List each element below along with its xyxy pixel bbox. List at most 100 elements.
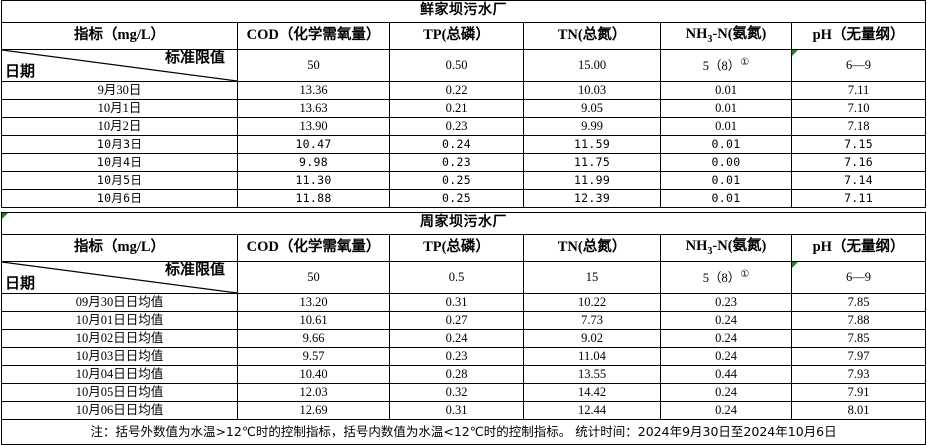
cell-tp: 0.24 xyxy=(389,135,524,154)
limit-ph-value: 6—9 xyxy=(846,57,872,72)
cell-nh3n: 0.23 xyxy=(660,293,792,312)
table-1-header-row: 指标（mg/L） COD（化学需氧量） TP(总磷） TN(总氮） NH3-N(… xyxy=(1,22,927,50)
limit-nh3n: 5（8）① xyxy=(660,261,792,294)
cell-date: 10月1日 xyxy=(1,99,238,118)
column-header-nh3n: NH3-N(氨氮) xyxy=(660,234,792,262)
cell-ph: 7.85 xyxy=(790,329,927,348)
cell-ph: 7.15 xyxy=(790,135,927,154)
cell-tn: 11.04 xyxy=(523,347,661,366)
nh3n-prefix: NH xyxy=(685,237,708,254)
limit-tn: 15 xyxy=(523,261,661,294)
cell-cod: 9.98 xyxy=(237,153,390,172)
table-2-standard-limit-row: 日期 标准限值 50 0.5 15 5（8）① 6—9 xyxy=(1,261,927,294)
cell-cod: 13.36 xyxy=(237,81,390,100)
cell-tp: 0.21 xyxy=(389,99,524,118)
table-row: 10月01日日均值 10.61 0.27 7.73 0.24 7.88 xyxy=(1,311,927,330)
cell-comment-marker-icon xyxy=(792,262,798,268)
diagonal-divider-icon xyxy=(2,262,237,293)
cell-tn: 9.02 xyxy=(523,329,661,348)
cell-tp: 0.28 xyxy=(389,365,524,384)
nh3n-subscript: 3 xyxy=(707,245,713,257)
cell-nh3n: 0.24 xyxy=(660,311,792,330)
cell-date: 10月01日日均值 xyxy=(1,311,238,330)
cell-cod: 13.20 xyxy=(237,293,390,312)
cell-date: 10月03日日均值 xyxy=(1,347,238,366)
cell-date: 9月30日 xyxy=(1,81,238,100)
cell-nh3n: 0.24 xyxy=(660,401,792,420)
cell-nh3n: 0.44 xyxy=(660,365,792,384)
cell-cod: 11.30 xyxy=(237,171,390,190)
diagonal-split-cell: 日期 标准限值 xyxy=(2,50,237,81)
limit-cod: 50 xyxy=(237,261,390,294)
table-row: 10月06日日均值 12.69 0.31 12.44 0.24 8.01 xyxy=(1,401,927,420)
footnote-text: 注：括号外数值为水温>12℃时的控制指标，括号内数值为水温<12℃时的控制指标。… xyxy=(0,419,927,445)
table-row: 10月03日日均值 9.57 0.23 11.04 0.24 7.97 xyxy=(1,347,927,366)
corner-label-date: 日期 xyxy=(5,276,36,292)
corner-header-cell: 日期 标准限值 xyxy=(1,49,238,82)
nh3n-prefix: NH xyxy=(685,25,708,42)
cell-ph: 7.93 xyxy=(790,365,927,384)
cell-tp: 0.22 xyxy=(389,81,524,100)
column-header-tp: TP(总磷） xyxy=(389,22,524,50)
cell-cod: 10.61 xyxy=(237,311,390,330)
limit-ph-value: 6—9 xyxy=(846,269,872,284)
cell-cod: 13.90 xyxy=(237,117,390,136)
wastewater-plant-table-2: 周家坝污水厂 指标（mg/L） COD（化学需氧量） TP(总磷） TN(总氮）… xyxy=(0,212,927,445)
limit-tn: 15.00 xyxy=(523,49,661,82)
cell-ph: 8.01 xyxy=(790,401,927,420)
diagonal-split-cell: 日期 标准限值 xyxy=(2,262,237,293)
cell-date: 10月5日 xyxy=(1,171,238,190)
column-header-cod: COD（化学需氧量） xyxy=(237,22,390,50)
cell-tp: 0.23 xyxy=(389,347,524,366)
nh3n-subscript: 3 xyxy=(707,33,713,45)
cell-nh3n: 0.01 xyxy=(660,189,792,208)
cell-date: 10月2日 xyxy=(1,117,238,136)
cell-tn: 9.05 xyxy=(523,99,661,118)
table-separator xyxy=(0,208,927,212)
nh3n-suffix: -N(氨氮) xyxy=(712,25,767,42)
cell-nh3n: 0.01 xyxy=(660,81,792,100)
cell-nh3n: 0.24 xyxy=(660,347,792,366)
cell-cod: 10.47 xyxy=(237,135,390,154)
cell-ph: 7.10 xyxy=(790,99,927,118)
limit-tp: 0.50 xyxy=(389,49,524,82)
cell-tp: 0.23 xyxy=(389,153,524,172)
cell-tp: 0.32 xyxy=(389,383,524,402)
limit-nh3n-value: 5（8） xyxy=(702,271,741,286)
cell-cod: 12.69 xyxy=(237,401,390,420)
cell-tp: 0.23 xyxy=(389,117,524,136)
cell-tp: 0.25 xyxy=(389,189,524,208)
cell-date: 09月30日日均值 xyxy=(1,293,238,312)
column-header-indicator: 指标（mg/L） xyxy=(1,22,238,50)
table-row: 9月30日 13.36 0.22 10.03 0.01 7.11 xyxy=(1,81,927,100)
cell-tp: 0.25 xyxy=(389,171,524,190)
cell-tn: 9.99 xyxy=(523,117,661,136)
cell-date: 10月4日 xyxy=(1,153,238,172)
cell-tn: 10.03 xyxy=(523,81,661,100)
cell-nh3n: 0.01 xyxy=(660,171,792,190)
cell-cod: 9.57 xyxy=(237,347,390,366)
table-2-title-text: 周家坝污水厂 xyxy=(420,215,508,231)
cell-date: 10月3日 xyxy=(1,135,238,154)
table-row: 10月4日 9.98 0.23 11.75 0.00 7.16 xyxy=(1,153,927,172)
footnote-marker: ① xyxy=(740,268,750,280)
footnote-marker: ① xyxy=(740,56,750,68)
cell-nh3n: 0.01 xyxy=(660,117,792,136)
table-row: 10月5日 11.30 0.25 11.99 0.01 7.14 xyxy=(1,171,927,190)
nh3n-suffix: -N(氨氮) xyxy=(712,237,767,254)
wastewater-plant-table-1: 鲜家坝污水厂 指标（mg/L） COD（化学需氧量） TP(总磷） TN(总氮）… xyxy=(0,0,927,208)
cell-ph: 7.97 xyxy=(790,347,927,366)
corner-label-standard-limit: 标准限值 xyxy=(164,262,225,278)
cell-ph: 7.85 xyxy=(790,293,927,312)
column-header-tp: TP(总磷） xyxy=(389,234,524,262)
table-row: 10月2日 13.90 0.23 9.99 0.01 7.18 xyxy=(1,117,927,136)
cell-date: 10月6日 xyxy=(1,189,238,208)
cell-comment-marker-icon xyxy=(792,50,798,56)
cell-cod: 9.66 xyxy=(237,329,390,348)
cell-ph: 7.11 xyxy=(790,81,927,100)
cell-ph: 7.11 xyxy=(790,189,927,208)
cell-date: 10月06日日均值 xyxy=(1,401,238,420)
table-row: 10月1日 13.63 0.21 9.05 0.01 7.10 xyxy=(1,99,927,118)
cell-tp: 0.27 xyxy=(389,311,524,330)
